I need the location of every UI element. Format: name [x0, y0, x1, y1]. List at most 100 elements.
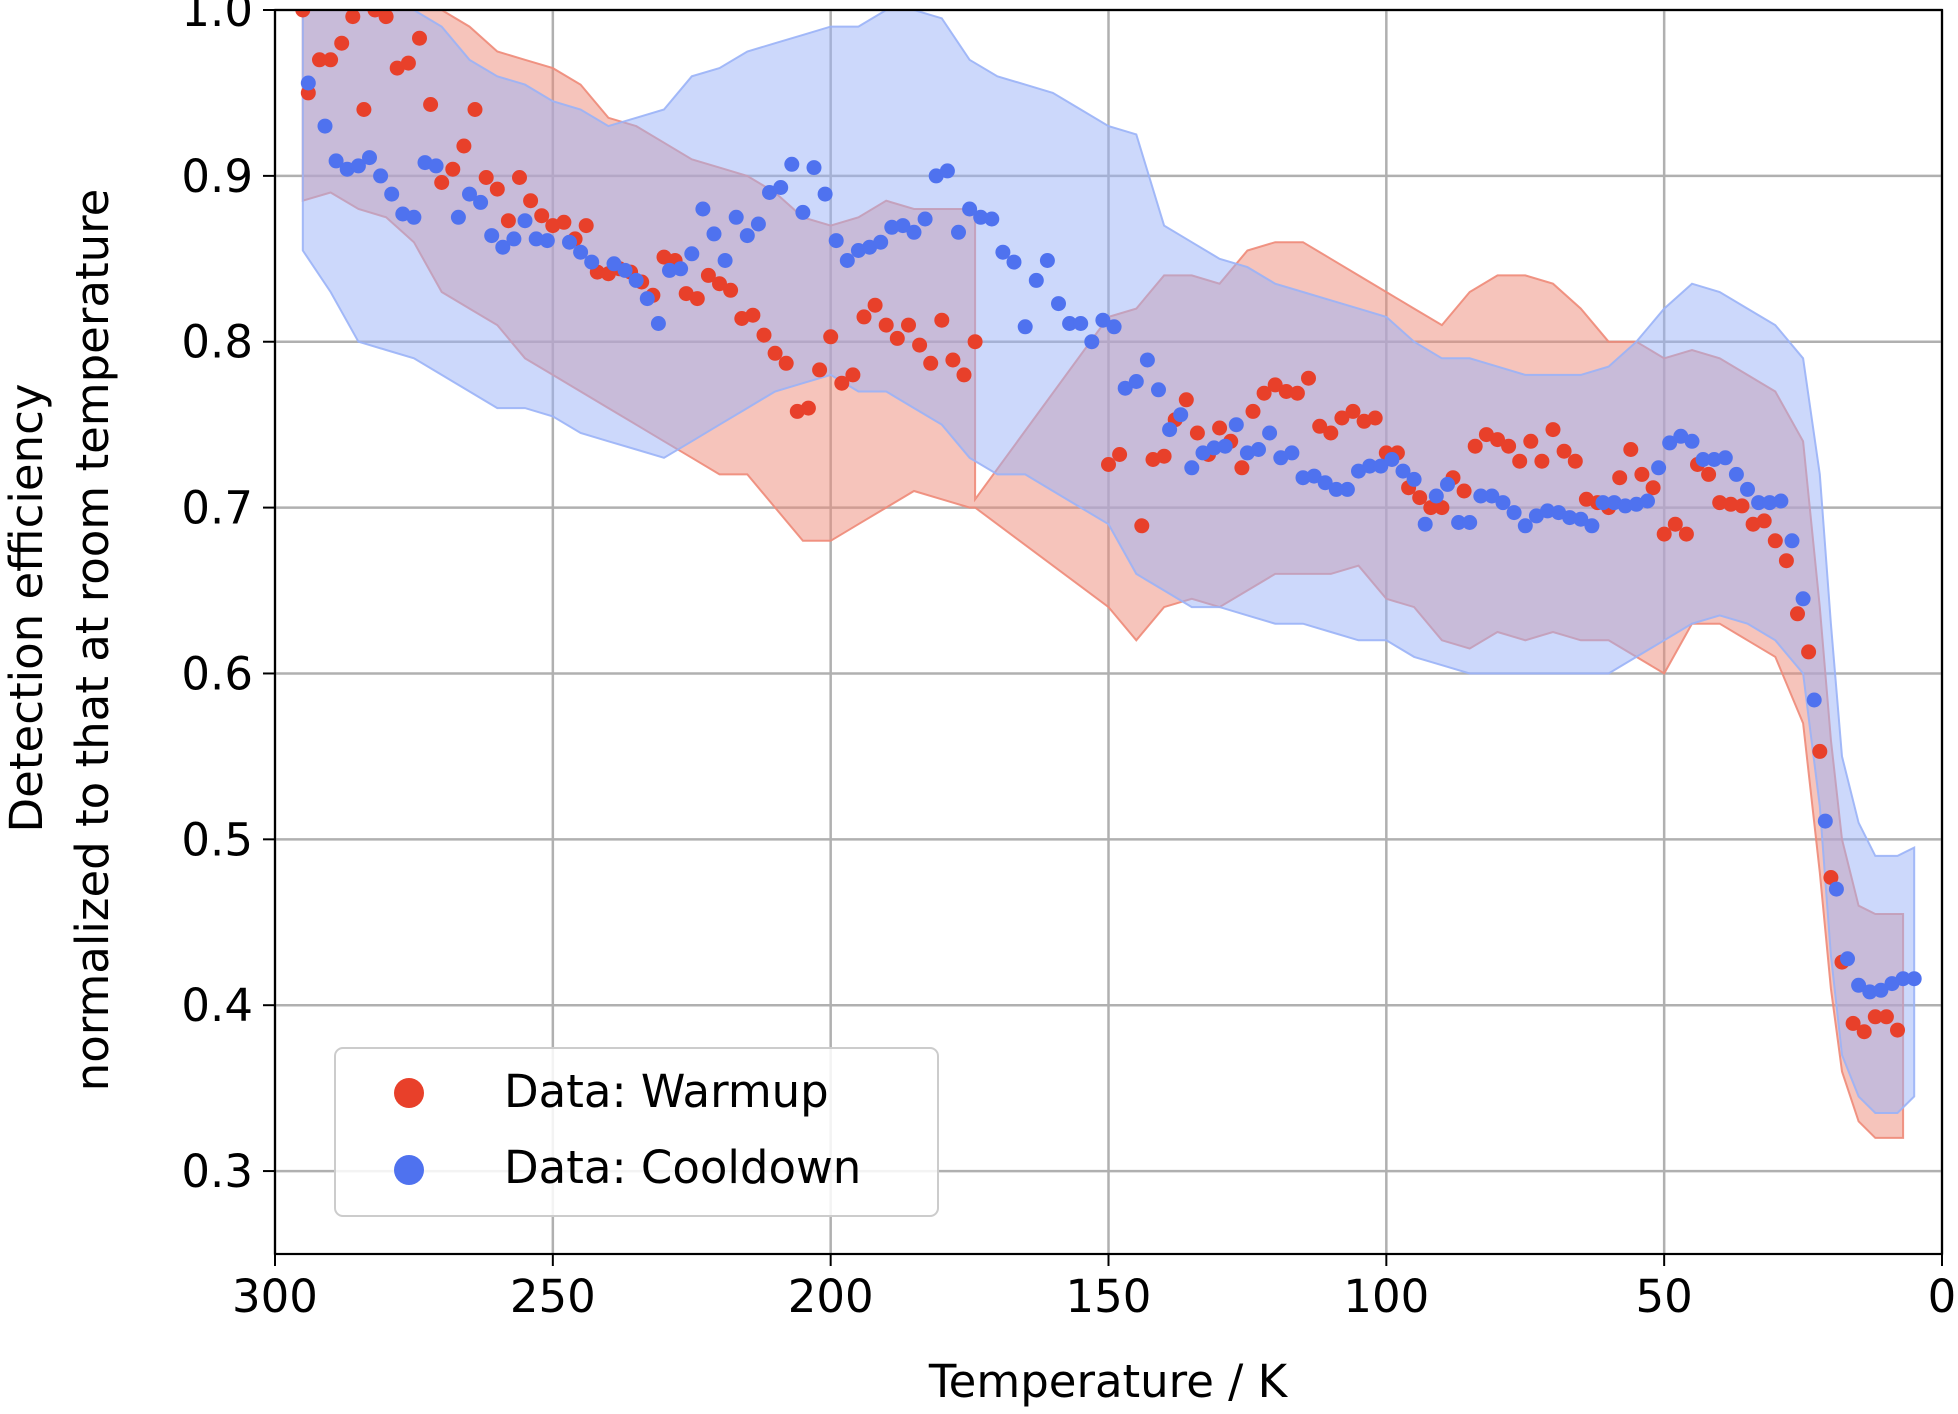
legend-label-cooldown: Data: Cooldown: [504, 1141, 861, 1194]
point-cooldown: [428, 158, 444, 174]
point-cooldown: [884, 219, 900, 235]
point-cooldown: [350, 158, 366, 174]
point-cooldown: [1517, 518, 1533, 534]
point-cooldown: [473, 194, 489, 210]
point-warmup: [1667, 516, 1683, 532]
point-cooldown: [1362, 458, 1378, 474]
point-cooldown: [739, 228, 755, 244]
point-cooldown: [1117, 380, 1133, 396]
point-cooldown: [495, 239, 511, 255]
point-cooldown: [517, 213, 533, 229]
point-warmup: [1767, 533, 1783, 549]
x-axis-label: Temperature / K: [928, 1355, 1289, 1408]
point-warmup: [1156, 448, 1172, 464]
point-cooldown: [1873, 982, 1889, 998]
point-warmup: [1634, 466, 1650, 482]
point-warmup: [1701, 466, 1717, 482]
point-cooldown: [1506, 505, 1522, 521]
point-cooldown: [484, 228, 500, 244]
point-cooldown: [1617, 498, 1633, 514]
point-warmup: [356, 102, 372, 117]
point-cooldown: [717, 253, 733, 268]
point-cooldown: [1762, 495, 1778, 511]
point-cooldown: [662, 262, 677, 278]
point-cooldown: [795, 204, 811, 220]
point-warmup: [967, 334, 983, 350]
point-cooldown: [1139, 352, 1155, 368]
point-warmup: [1801, 644, 1817, 660]
point-warmup: [1778, 553, 1794, 569]
point-cooldown: [728, 209, 744, 225]
point-cooldown: [406, 209, 422, 225]
y-tick-label: 0.7: [181, 482, 253, 535]
point-warmup: [1189, 425, 1205, 441]
point-cooldown: [1595, 495, 1611, 511]
point-cooldown: [450, 209, 466, 225]
point-warmup: [1178, 392, 1194, 408]
point-cooldown: [962, 201, 978, 217]
point-warmup: [1301, 370, 1316, 386]
point-warmup: [1134, 518, 1150, 534]
point-cooldown: [817, 186, 833, 202]
point-cooldown: [1495, 495, 1511, 511]
point-warmup: [378, 10, 394, 25]
x-tick-label: 250: [510, 1270, 596, 1323]
point-warmup: [945, 352, 961, 368]
point-cooldown: [1651, 460, 1667, 476]
point-warmup: [956, 367, 972, 383]
point-cooldown: [1773, 493, 1789, 509]
x-tick-label: 300: [232, 1270, 318, 1323]
point-warmup: [334, 35, 350, 51]
point-cooldown: [1673, 428, 1689, 444]
point-cooldown: [673, 261, 689, 277]
point-warmup: [856, 309, 872, 325]
point-warmup: [523, 193, 539, 209]
point-warmup: [1612, 470, 1628, 486]
point-warmup: [1412, 490, 1428, 506]
point-warmup: [834, 375, 850, 391]
point-warmup: [1101, 457, 1116, 472]
point-warmup: [700, 267, 716, 283]
point-cooldown: [806, 160, 822, 176]
point-warmup: [1867, 1009, 1883, 1025]
point-cooldown: [606, 256, 622, 272]
point-warmup: [934, 312, 950, 328]
legend-marker-warmup: [394, 1078, 424, 1108]
point-cooldown: [1062, 316, 1078, 331]
point-warmup: [712, 276, 727, 292]
point-warmup: [1556, 443, 1572, 459]
point-cooldown: [1351, 463, 1366, 479]
point-cooldown: [1562, 510, 1578, 526]
point-warmup: [1656, 526, 1672, 542]
point-warmup: [1812, 743, 1828, 759]
point-cooldown: [1828, 881, 1844, 897]
point-warmup: [1734, 498, 1750, 514]
point-warmup: [412, 30, 427, 46]
point-warmup: [1256, 385, 1272, 401]
point-warmup: [1790, 606, 1805, 622]
point-cooldown: [1728, 466, 1744, 482]
point-cooldown: [1339, 481, 1355, 497]
point-cooldown: [1217, 438, 1233, 454]
point-warmup: [423, 97, 439, 112]
point-warmup: [1278, 384, 1294, 399]
point-cooldown: [1806, 692, 1822, 708]
point-warmup: [1212, 420, 1228, 436]
point-cooldown: [1162, 422, 1178, 438]
y-tick-label: 0.8: [181, 316, 253, 369]
point-warmup: [1567, 453, 1583, 469]
point-cooldown: [973, 209, 989, 225]
point-cooldown: [1251, 442, 1266, 457]
point-warmup: [778, 355, 794, 371]
point-warmup: [1267, 377, 1283, 393]
point-cooldown: [928, 168, 944, 184]
point-warmup: [1334, 410, 1350, 426]
legend-marker-cooldown: [394, 1155, 424, 1185]
point-cooldown: [773, 180, 789, 195]
point-warmup: [1512, 453, 1528, 469]
point-warmup: [1712, 495, 1728, 511]
y-tick-label: 0.4: [181, 979, 253, 1032]
point-cooldown: [1051, 296, 1066, 312]
x-tick-label: 150: [1066, 1270, 1152, 1323]
point-warmup: [400, 55, 416, 71]
